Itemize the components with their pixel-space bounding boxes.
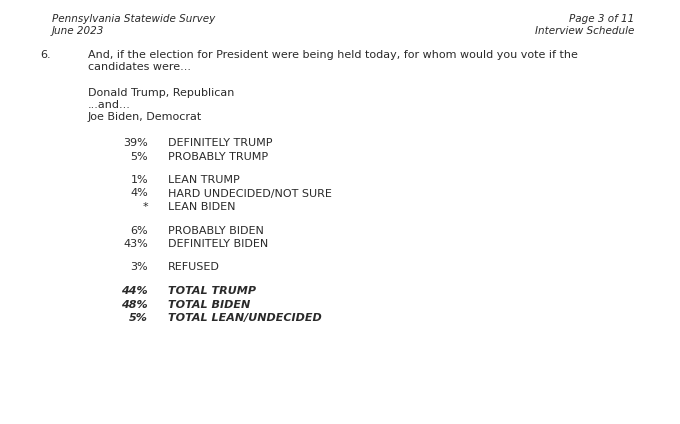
Text: DEFINITELY TRUMP: DEFINITELY TRUMP bbox=[168, 138, 273, 148]
Text: 5%: 5% bbox=[131, 151, 148, 162]
Text: 4%: 4% bbox=[131, 189, 148, 198]
Text: TOTAL TRUMP: TOTAL TRUMP bbox=[168, 286, 256, 296]
Text: 39%: 39% bbox=[123, 138, 148, 148]
Text: REFUSED: REFUSED bbox=[168, 262, 220, 273]
Text: DEFINITELY BIDEN: DEFINITELY BIDEN bbox=[168, 239, 268, 249]
Text: Interview Schedule: Interview Schedule bbox=[534, 26, 634, 36]
Text: 1%: 1% bbox=[131, 175, 148, 185]
Text: *: * bbox=[142, 202, 148, 212]
Text: PROBABLY BIDEN: PROBABLY BIDEN bbox=[168, 226, 264, 235]
Text: 44%: 44% bbox=[121, 286, 148, 296]
Text: 48%: 48% bbox=[121, 299, 148, 310]
Text: 5%: 5% bbox=[129, 313, 148, 323]
Text: TOTAL LEAN/UNDECIDED: TOTAL LEAN/UNDECIDED bbox=[168, 313, 322, 323]
Text: Joe Biden, Democrat: Joe Biden, Democrat bbox=[88, 112, 202, 122]
Text: Pennsylvania Statewide Survey: Pennsylvania Statewide Survey bbox=[52, 14, 216, 24]
Text: LEAN BIDEN: LEAN BIDEN bbox=[168, 202, 235, 212]
Text: Donald Trump, Republican: Donald Trump, Republican bbox=[88, 88, 235, 98]
Text: June 2023: June 2023 bbox=[52, 26, 104, 36]
Text: Page 3 of 11: Page 3 of 11 bbox=[568, 14, 634, 24]
Text: 3%: 3% bbox=[131, 262, 148, 273]
Text: LEAN TRUMP: LEAN TRUMP bbox=[168, 175, 240, 185]
Text: PROBABLY TRUMP: PROBABLY TRUMP bbox=[168, 151, 268, 162]
Text: And, if the election for President were being held today, for whom would you vot: And, if the election for President were … bbox=[88, 50, 578, 60]
Text: 6%: 6% bbox=[131, 226, 148, 235]
Text: ...and...: ...and... bbox=[88, 100, 131, 110]
Text: 6.: 6. bbox=[40, 50, 50, 60]
Text: TOTAL BIDEN: TOTAL BIDEN bbox=[168, 299, 250, 310]
Text: candidates were...: candidates were... bbox=[88, 62, 191, 72]
Text: 43%: 43% bbox=[123, 239, 148, 249]
Text: HARD UNDECIDED/NOT SURE: HARD UNDECIDED/NOT SURE bbox=[168, 189, 332, 198]
